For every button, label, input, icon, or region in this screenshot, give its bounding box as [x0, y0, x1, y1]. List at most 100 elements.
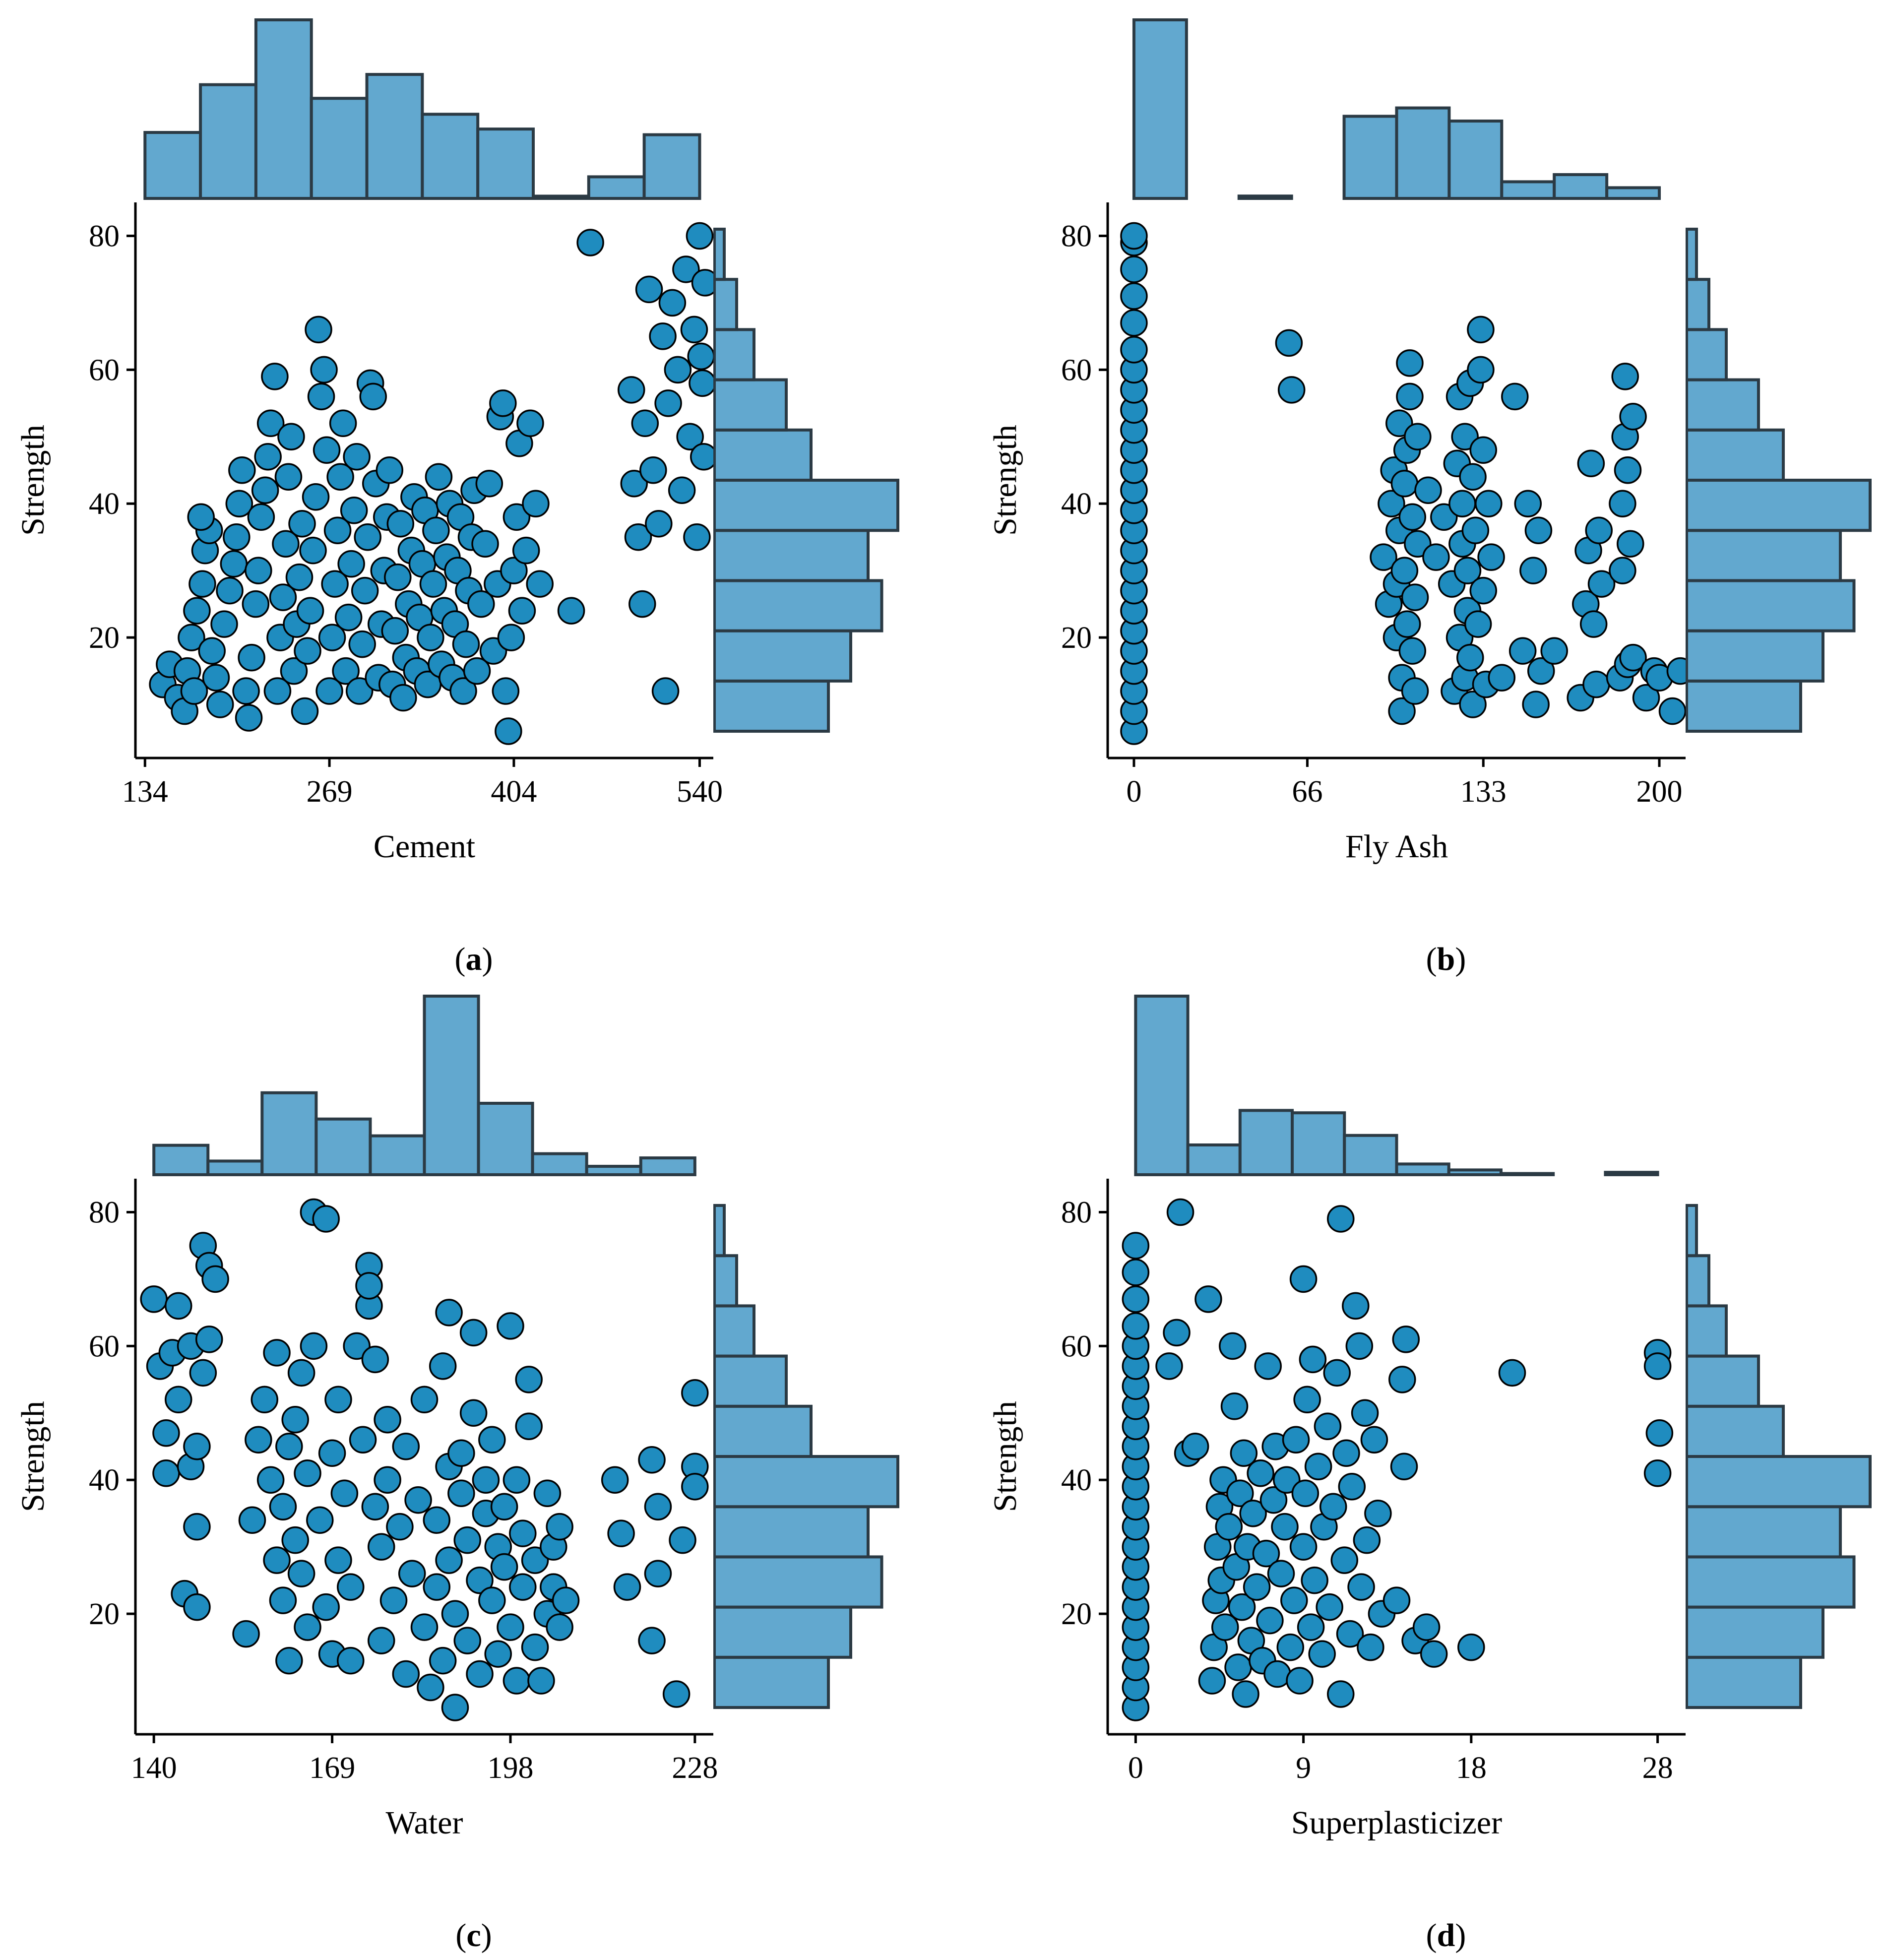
- scatter-point: [261, 363, 289, 390]
- scatter-point: [1273, 1466, 1301, 1494]
- y-hist-bar: [1685, 428, 1785, 482]
- panel-caption: (a): [455, 941, 493, 977]
- scatter-point: [502, 1466, 531, 1494]
- scatter-point: [1301, 1566, 1328, 1594]
- caption-open: (: [1426, 1917, 1437, 1954]
- scatter-point: [1459, 691, 1487, 718]
- panel-caption: (c): [455, 1917, 492, 1954]
- y-hist-bar: [1685, 479, 1872, 532]
- y-axis-label: Strength: [15, 425, 51, 536]
- y-hist-bar: [1685, 579, 1856, 632]
- scatter-point: [466, 1566, 494, 1594]
- scatter-point: [1451, 423, 1479, 451]
- y-axis-label: Strength: [987, 1401, 1023, 1512]
- y-hist-bar: [1685, 1555, 1856, 1609]
- scatter-point: [1370, 543, 1397, 571]
- scatter-point: [1276, 1633, 1305, 1661]
- panel-caption: (d): [1426, 1917, 1466, 1954]
- scatter-point: [329, 409, 357, 438]
- scatter-point: [313, 436, 341, 464]
- scatter-point: [242, 590, 270, 618]
- scatter-point: [463, 657, 491, 685]
- y-hist-bar: [713, 1655, 830, 1709]
- x-hist-bar: [1291, 1111, 1346, 1177]
- scatter-point: [238, 1506, 266, 1534]
- scatter-point: [1619, 643, 1647, 672]
- scatter-point: [188, 570, 216, 598]
- caption-letter: b: [1437, 941, 1455, 977]
- scatter-point: [1194, 1285, 1222, 1313]
- scatter-point: [223, 523, 251, 551]
- x-marginal-histogram: [152, 995, 696, 1177]
- scatter-point: [235, 704, 263, 732]
- y-tick-label: 20: [89, 621, 120, 655]
- scatter-point: [453, 1526, 482, 1554]
- x-axis-label: Cement: [374, 828, 475, 865]
- scatter-point: [367, 1533, 395, 1561]
- scatter-point: [321, 570, 349, 598]
- scatter-point: [389, 684, 417, 712]
- scatter-point: [546, 1513, 573, 1541]
- y-tick-label: 40: [1061, 487, 1092, 521]
- y-tick-label: 40: [1061, 1463, 1092, 1497]
- scatter-point: [269, 1493, 297, 1520]
- x-hist-bar: [206, 1159, 264, 1176]
- scatter-point: [1459, 463, 1487, 491]
- scatter-point: [198, 637, 226, 665]
- scatter-point: [489, 389, 517, 417]
- scatter-points: [140, 1198, 709, 1721]
- scatter-point: [315, 677, 343, 705]
- scatter-point: [1232, 1680, 1259, 1708]
- y-hist-bar: [1685, 1254, 1710, 1308]
- x-hist-bar: [476, 127, 535, 200]
- y-hist-bar: [713, 1555, 883, 1609]
- scatter-point: [1453, 557, 1482, 584]
- scatter-point: [645, 509, 673, 538]
- scatter-point: [312, 1593, 340, 1621]
- y-hist-bar: [1685, 328, 1728, 381]
- x-hist-bar: [477, 1102, 534, 1176]
- x-axis-label: Water: [386, 1805, 463, 1841]
- x-tick-label: 140: [131, 1751, 177, 1785]
- scatter-point: [294, 1459, 321, 1487]
- y-tick-label: 80: [1061, 219, 1092, 253]
- scatter-point: [351, 576, 379, 605]
- scatter-point: [1271, 1513, 1299, 1541]
- x-hist-bar: [314, 1117, 372, 1176]
- scatter-point: [367, 1627, 395, 1654]
- scatter-point: [1308, 1640, 1336, 1668]
- x-tick-label: 404: [491, 775, 537, 809]
- scatter-point: [275, 1646, 303, 1675]
- y-tick-label: 60: [89, 1329, 120, 1363]
- scatter-point: [690, 443, 713, 471]
- scatter-point: [281, 1526, 309, 1554]
- x-hist-bar: [642, 133, 701, 200]
- scatter-point: [296, 597, 324, 625]
- scatter-point: [302, 483, 330, 511]
- y-hist-bar: [713, 479, 899, 532]
- scatter-point: [686, 222, 713, 250]
- scatter-point: [318, 1439, 346, 1467]
- x-hist-bar: [1343, 1134, 1398, 1176]
- caption-close: ): [1455, 1917, 1466, 1954]
- scatter-point: [1390, 1453, 1418, 1480]
- x-axis-label: Fly Ash: [1345, 828, 1448, 865]
- scatter-point: [1645, 1419, 1674, 1447]
- x-tick-label: 18: [1456, 1751, 1487, 1785]
- scatter-point: [247, 503, 275, 531]
- x-axis-label: Superplasticizer: [1291, 1805, 1502, 1841]
- x-hist-bar: [143, 131, 202, 200]
- y-hist-bar: [713, 328, 755, 381]
- x-hist-bar: [310, 97, 369, 200]
- scatter-point: [1464, 610, 1492, 638]
- scatter-point: [1501, 382, 1529, 411]
- caption-close: ): [482, 941, 493, 977]
- scatter-point: [187, 503, 215, 531]
- scatter-point: [332, 657, 360, 685]
- y-hist-bar: [713, 629, 852, 683]
- scatter-point: [1215, 1513, 1243, 1541]
- scatter-point: [384, 563, 412, 591]
- panel-c: 20 40 60 80 140 169 198 228 Water Strength (c): [15, 995, 899, 1954]
- scatter-point: [453, 1627, 482, 1654]
